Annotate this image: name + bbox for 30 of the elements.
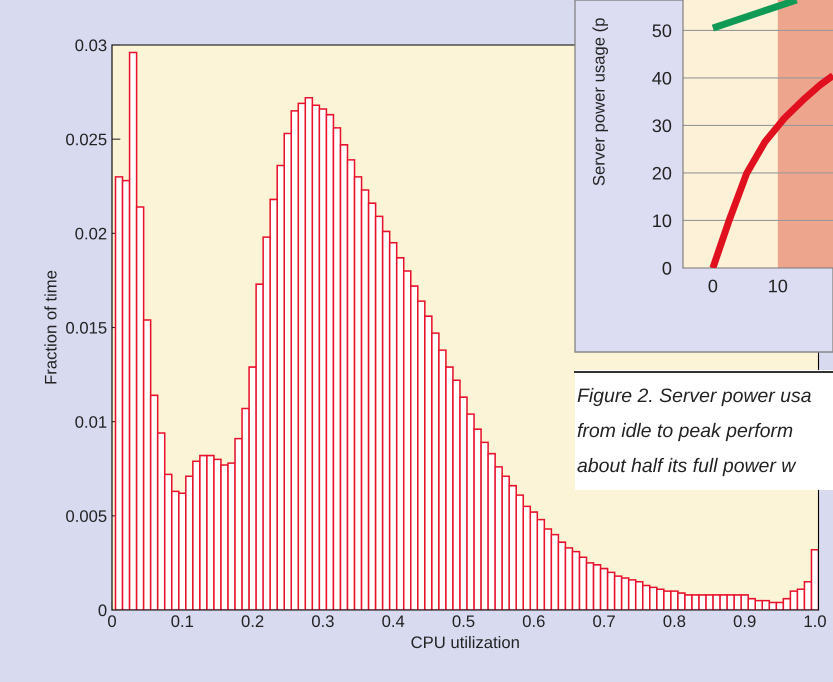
y-tick-label: 20 xyxy=(652,166,672,180)
y-tick-label: 0.01 xyxy=(75,416,106,428)
x-tick-label: 0.7 xyxy=(593,615,615,628)
y-tick-label: 50 xyxy=(652,24,672,38)
y-axis-title: Server power usage (p xyxy=(592,18,608,186)
y-tick-label: 0.03 xyxy=(75,39,106,52)
y-tick-label: 0.02 xyxy=(75,228,106,240)
y-tick-label: 0 xyxy=(662,262,672,275)
x-axis-title: CPU utilization xyxy=(411,636,519,648)
y-tick-label: 30 xyxy=(652,119,672,132)
x-tick-label: 0.8 xyxy=(663,615,686,628)
y-tick-label: 0 xyxy=(98,604,106,616)
x-tick-label: 0.1 xyxy=(171,615,194,628)
y-axis-title: Fraction of time xyxy=(44,270,57,384)
x-tick-label: 0.3 xyxy=(312,615,334,628)
x-tick-label: 0.2 xyxy=(242,615,264,628)
x-tick-label: 0.6 xyxy=(522,615,545,628)
x-tick-label: 1.0 xyxy=(804,615,826,628)
annotation: from idle to peak perform xyxy=(578,422,792,442)
x-tick-label: 0.9 xyxy=(734,615,756,628)
y-tick-label: 0.025 xyxy=(66,134,106,146)
x-tick-label: 0 xyxy=(108,615,116,628)
x-tick-label: 0.5 xyxy=(452,615,474,628)
y-tick-label: 10 xyxy=(653,214,672,228)
y-tick-label: 0.015 xyxy=(66,322,106,334)
y-tick-label: 0.005 xyxy=(66,510,106,522)
x-tick-label: 0.4 xyxy=(382,615,404,628)
annotation: about half its full power w xyxy=(577,458,796,476)
y-tick-label: 40 xyxy=(652,72,672,85)
annotation: Figure 2. Server power usa xyxy=(578,388,811,406)
